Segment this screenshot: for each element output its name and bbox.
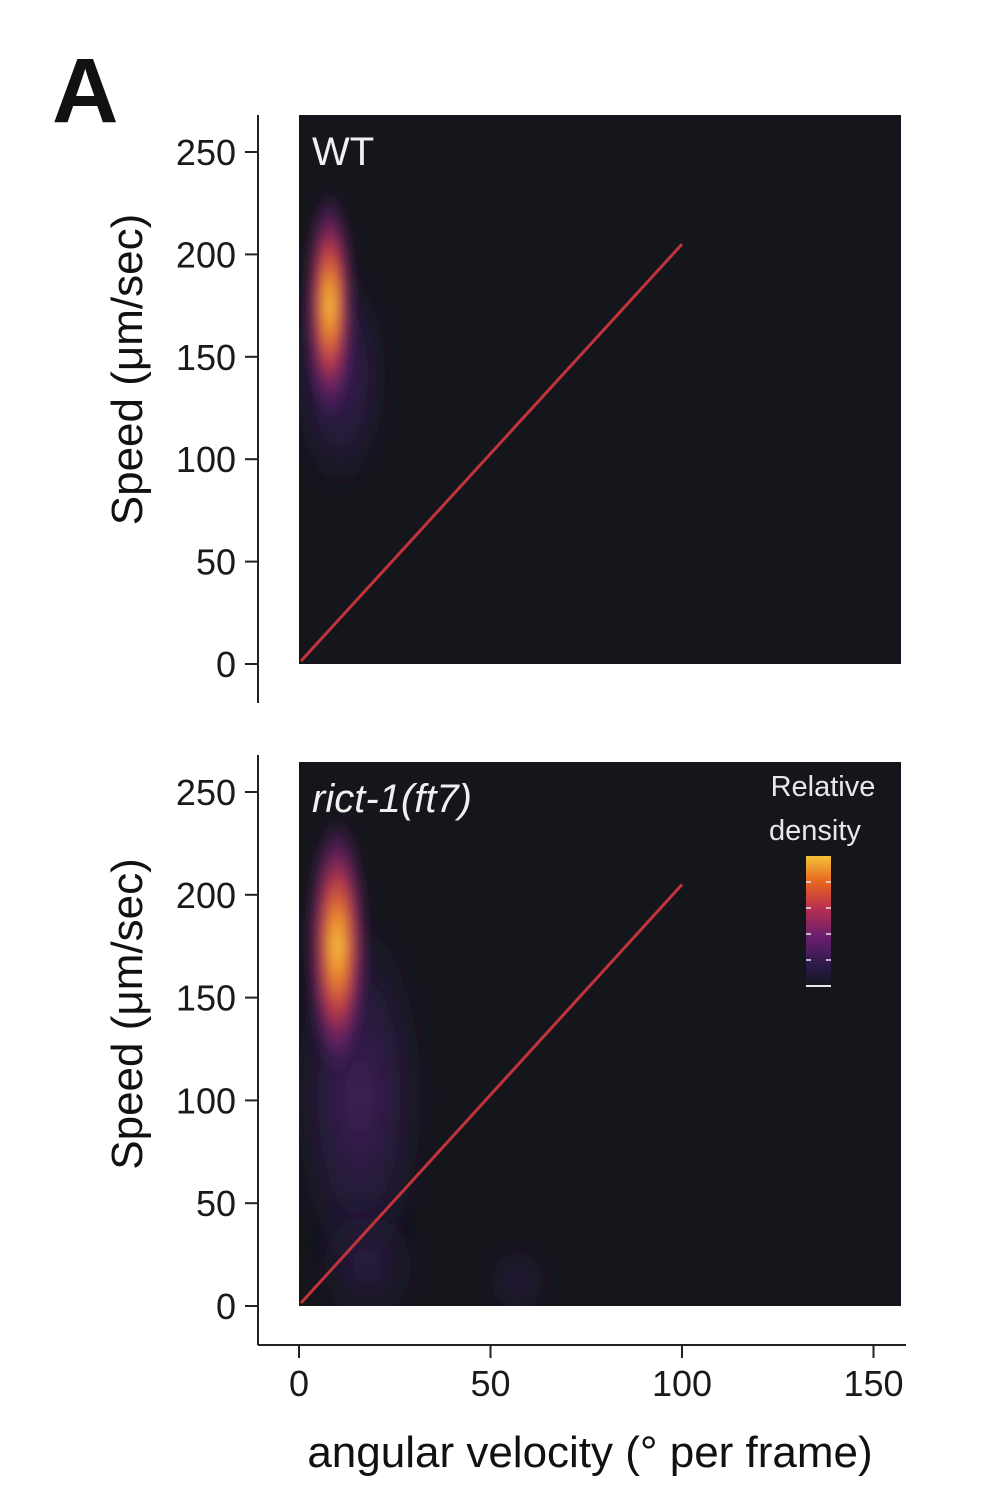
x-axis-title: angular velocity (° per frame) [307,1428,872,1477]
y-tick-label: 0 [216,644,236,685]
reference-line [299,883,684,1305]
density-secondary [482,1241,553,1306]
density-layer [299,185,390,499]
panel-title: WT [312,130,374,174]
legend: Relative density [769,771,876,987]
density-core [305,811,370,1082]
x-tick-label: 100 [652,1363,712,1404]
reference-line [299,243,684,663]
y-tick-label: 0 [216,1286,236,1327]
panel-letter: A [52,40,118,142]
y-tick-label: 150 [176,978,236,1019]
y-axis-title: Speed (μm/sec) [103,858,152,1169]
y-tick-label: 50 [196,1183,236,1224]
panel-1: rict-1(ft7) 0 50 100 150 200 250 Speed (μm/sec)… [103,755,906,1404]
legend-title-line1: Relative [771,771,876,803]
panel-title: rict-1(ft7) [312,777,472,821]
legend-colorbar [806,856,831,986]
y-axis-title: Speed (μm/sec) [103,214,152,525]
x-tick-label: 50 [470,1363,510,1404]
y-tick-label: 100 [176,1080,236,1121]
density-core [303,185,356,426]
heatmap-background [299,115,901,664]
y-tick-label: 150 [176,337,236,378]
y-tick-label: 250 [176,772,236,813]
y-tick-label: 200 [176,875,236,916]
density-layer [299,811,553,1306]
panel-0: WT 0 50 100 150 200 250 Speed (μm/sec) [103,115,901,703]
x-tick-label: 150 [843,1363,903,1404]
x-tick-label: 0 [289,1363,309,1404]
y-tick-label: 250 [176,132,236,173]
legend-title-line2: density [769,815,861,847]
y-tick-label: 100 [176,439,236,480]
density-tail [307,1196,428,1306]
y-tick-label: 50 [196,542,236,583]
y-tick-label: 200 [176,234,236,275]
